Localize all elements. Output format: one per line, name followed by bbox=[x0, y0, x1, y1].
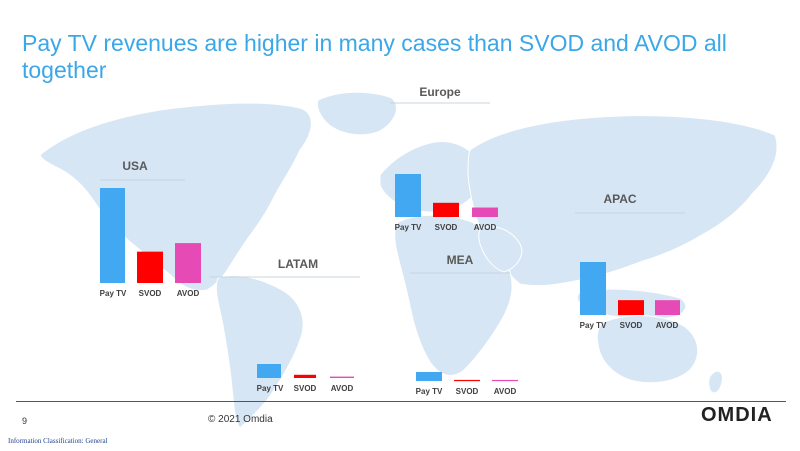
tick-label-usa-svod: SVOD bbox=[139, 289, 162, 298]
classification-text: Information Classification: General bbox=[8, 437, 108, 445]
bar-apac-svod bbox=[618, 300, 644, 315]
tick-label-apac-avod: AVOD bbox=[656, 321, 679, 330]
tick-label-mea-avod: AVOD bbox=[494, 387, 517, 396]
bar-mea-avod bbox=[492, 379, 518, 382]
region-label-latam: LATAM bbox=[278, 257, 318, 271]
landmass-new-zealand bbox=[708, 370, 723, 394]
world-map bbox=[39, 91, 778, 429]
bar-mea-svod bbox=[454, 379, 480, 382]
region-label-apac: APAC bbox=[603, 192, 636, 206]
tick-label-europe-pay-tv: Pay TV bbox=[395, 223, 422, 232]
tick-label-europe-svod: SVOD bbox=[435, 223, 458, 232]
region-chart-latam: LATAM Pay TV SVOD AVOD bbox=[257, 257, 354, 393]
page-number: 9 bbox=[22, 416, 28, 426]
bar-mea-pay-tv bbox=[416, 372, 442, 381]
tick-label-mea-pay-tv: Pay TV bbox=[416, 387, 443, 396]
landmass-australia bbox=[596, 315, 699, 384]
tick-label-apac-pay-tv: Pay TV bbox=[580, 321, 607, 330]
tick-label-latam-pay-tv: Pay TV bbox=[257, 384, 284, 393]
region-label-europe: Europe bbox=[419, 85, 461, 99]
bar-latam-pay-tv bbox=[257, 364, 281, 378]
region-label-usa: USA bbox=[122, 159, 148, 173]
tick-label-apac-svod: SVOD bbox=[620, 321, 643, 330]
bar-usa-avod bbox=[175, 243, 201, 283]
tick-label-europe-avod: AVOD bbox=[474, 223, 497, 232]
tick-label-latam-svod: SVOD bbox=[294, 384, 317, 393]
slide-title: Pay TV revenues are higher in many cases… bbox=[22, 30, 727, 83]
bar-europe-pay-tv bbox=[395, 174, 421, 217]
bar-usa-svod bbox=[137, 251, 163, 283]
bar-europe-svod bbox=[433, 202, 459, 217]
landmass-arabia bbox=[478, 226, 523, 273]
landmass-greenland bbox=[317, 91, 397, 136]
bar-latam-svod bbox=[294, 374, 316, 378]
region-chart-mea: MEA Pay TV SVOD AVOD bbox=[416, 253, 518, 396]
landmass-south-america bbox=[215, 275, 304, 429]
copyright-text: © 2021 Omdia bbox=[208, 414, 273, 425]
tick-label-usa-avod: AVOD bbox=[177, 289, 200, 298]
bar-usa-pay-tv bbox=[100, 188, 125, 283]
region-label-lines bbox=[100, 102, 685, 278]
region-chart-europe: Europe Pay TV SVOD AVOD bbox=[395, 85, 498, 232]
tick-label-latam-avod: AVOD bbox=[331, 384, 354, 393]
omdia-logo: OMDIA bbox=[701, 404, 773, 426]
bar-latam-avod bbox=[330, 376, 354, 378]
bar-apac-avod bbox=[655, 300, 680, 315]
bar-apac-pay-tv bbox=[580, 262, 606, 315]
bar-europe-avod bbox=[472, 207, 498, 217]
footer-divider bbox=[16, 401, 786, 402]
region-label-mea: MEA bbox=[447, 253, 474, 267]
region-chart-apac: APAC Pay TV SVOD AVOD bbox=[580, 192, 680, 330]
tick-label-usa-pay-tv: Pay TV bbox=[100, 289, 127, 298]
tick-label-mea-svod: SVOD bbox=[456, 387, 479, 396]
region-chart-usa: USA Pay TV SVOD AVOD bbox=[100, 159, 201, 298]
